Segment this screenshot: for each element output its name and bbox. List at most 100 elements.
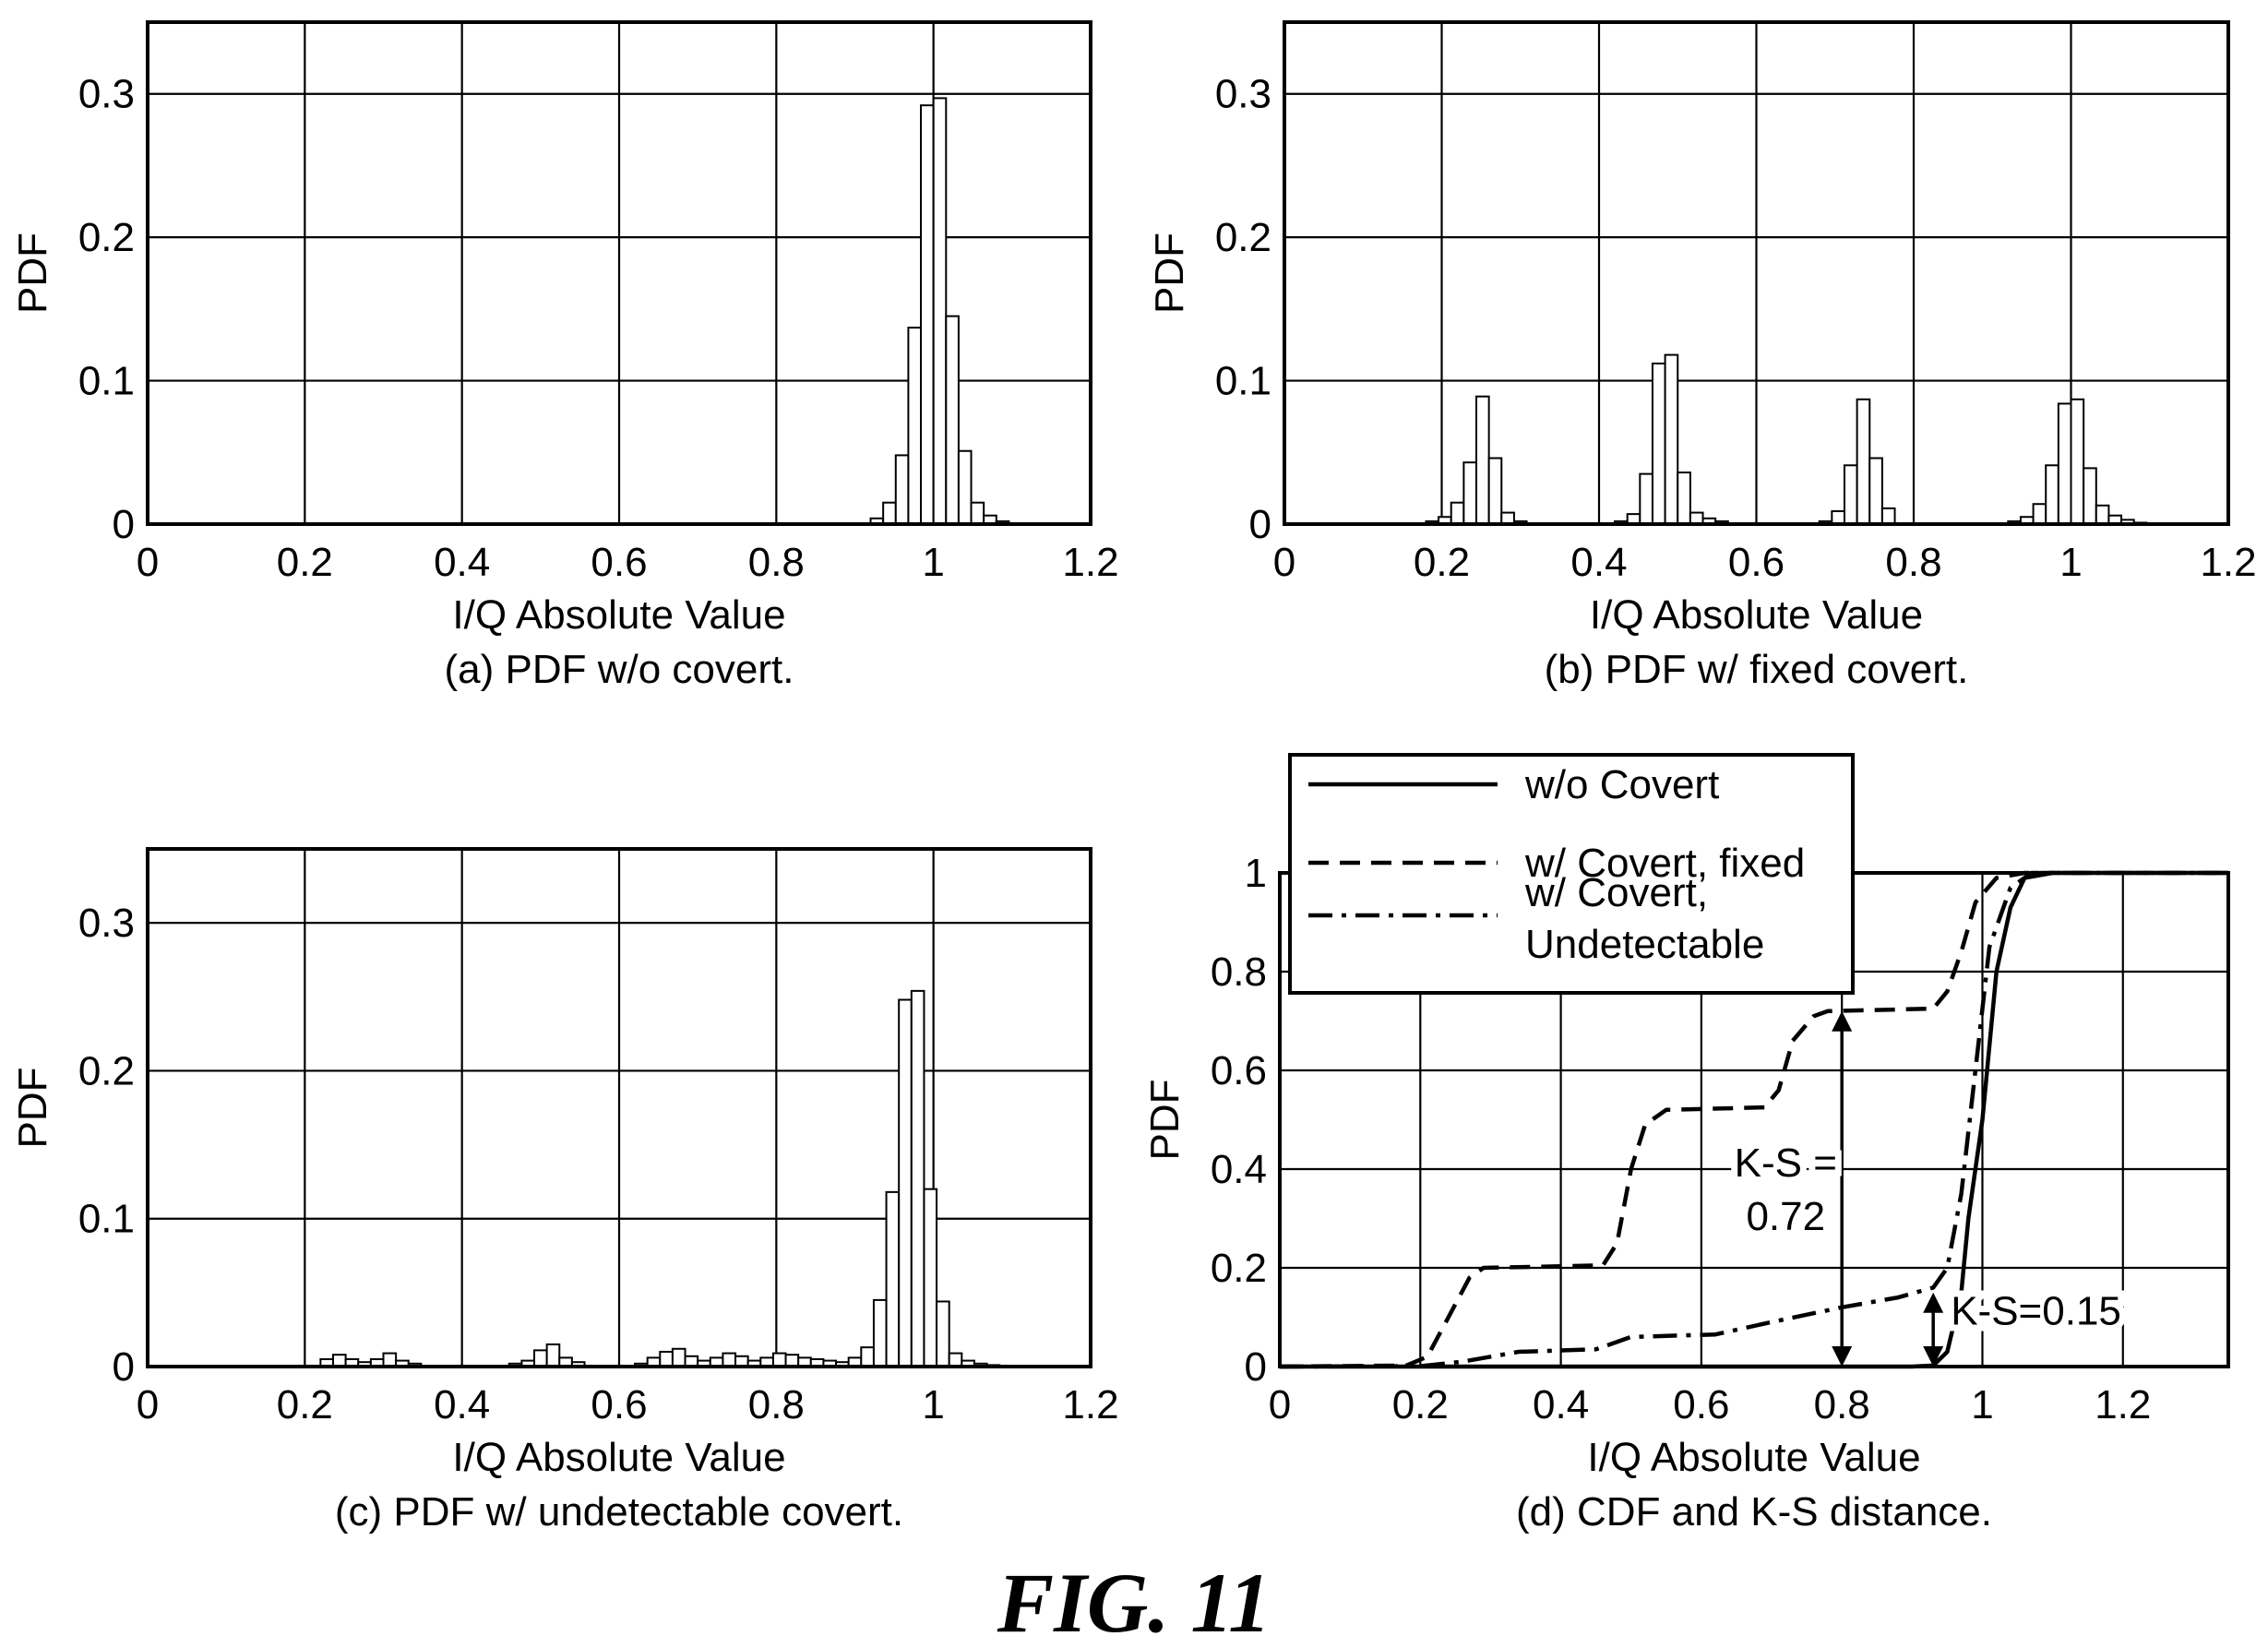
chart-a-x-tick-label: 0.2 xyxy=(277,540,333,585)
panel-d-cdf-plot: 0 0.2 0.4 0.6 0.8 1 1.2 0 0.2 0.4 0.6 0.8 1 I/Q Absol… xyxy=(1142,753,2230,1535)
histogram-bar xyxy=(1831,510,1845,525)
chart-d-x-tick-label: 0.4 xyxy=(1533,1382,1589,1427)
chart-a-y-tick-label: 0.3 xyxy=(78,72,135,117)
ks-arrow-head-down xyxy=(1923,1346,1944,1367)
chart-b-x-tick-label: 0 xyxy=(1273,540,1295,585)
chart-d-x-tick-label: 0.2 xyxy=(1392,1382,1449,1427)
histogram-bar xyxy=(659,1350,674,1368)
chart-b-y-axis-label: PDF xyxy=(1147,233,1192,314)
chart-b-x-tick-label: 0.2 xyxy=(1414,540,1470,585)
legend-label: w/ Covert, fixed xyxy=(1524,841,1805,886)
chart-a-x-axis-label: I/Q Absolute Value xyxy=(452,592,785,638)
histogram-bar xyxy=(948,1352,963,1368)
chart-b-caption: (b) PDF w/ fixed covert. xyxy=(1545,647,1969,692)
chart-b-y-tick-label: 0.1 xyxy=(1215,359,1271,404)
chart-a-x-tick-label: 0.8 xyxy=(748,540,805,585)
histogram-bar xyxy=(920,104,935,526)
histogram-bar xyxy=(936,1300,950,1367)
chart-d-y-tick-label: 1 xyxy=(1245,851,1267,896)
chart-c-x-tick-label: 0.4 xyxy=(434,1382,490,1427)
chart-d-x-tick-label: 0.8 xyxy=(1814,1382,1870,1427)
histogram-bar xyxy=(1868,457,1883,526)
chart-a-y-tick-label: 0 xyxy=(113,502,135,547)
histogram-bar xyxy=(907,327,923,526)
chart-c-y-axis-label: PDF xyxy=(10,1068,55,1149)
histogram-bar xyxy=(2083,467,2097,525)
legend-label: w/ Covert, Undetectable xyxy=(1524,870,1764,967)
panel-c-histogram: 0 0.2 0.4 0.6 0.8 1 1.2 0 0.1 0.2 0.3 I/Q Absolute … xyxy=(10,847,1119,1535)
chart-c-plot-frame xyxy=(146,847,1092,1368)
legend-label: w/o Covert xyxy=(1524,762,1719,807)
chart-c-x-tick-label: 0 xyxy=(137,1382,159,1427)
chart-d-caption: (d) CDF and K-S distance. xyxy=(1516,1489,1992,1535)
chart-c-x-tick-label: 1.2 xyxy=(1062,1382,1118,1427)
chart-a-plot-frame xyxy=(146,20,1092,526)
chart-c-x-axis-label: I/Q Absolute Value xyxy=(452,1435,785,1480)
histogram-bar xyxy=(882,501,897,526)
histogram-bar xyxy=(1856,398,1871,525)
chart-d-x-axis-label: I/Q Absolute Value xyxy=(1587,1435,1920,1480)
histogram-bar xyxy=(2057,402,2072,525)
histogram-bar xyxy=(722,1352,737,1368)
histogram-bar xyxy=(970,501,985,526)
chart-d-y-tick-label: 0.8 xyxy=(1211,949,1267,995)
histogram-bar xyxy=(1487,457,1503,526)
histogram-bar xyxy=(1475,395,1490,525)
histogram-bar xyxy=(945,315,960,525)
histogram-bar xyxy=(872,1298,888,1368)
ks-label-undetectable: K-S=0.15 xyxy=(1951,1289,2121,1334)
chart-a-caption: (a) PDF w/o covert. xyxy=(445,647,794,692)
legend-box xyxy=(1288,753,1855,995)
cdf-line-dashed xyxy=(1279,870,2228,1369)
ks-arrow-head-down xyxy=(1832,1346,1853,1367)
chart-a-x-tick-label: 1.2 xyxy=(1062,540,1118,585)
histogram-bar xyxy=(1450,501,1465,526)
chart-b-x-tick-label: 0.8 xyxy=(1885,540,1941,585)
chart-c-caption: (c) PDF w/ undetectable covert. xyxy=(335,1489,903,1535)
histogram-bar xyxy=(1880,507,1896,525)
histogram-bar xyxy=(545,1343,561,1368)
ks-label-fixed: K-S = xyxy=(1735,1140,1837,1186)
histogram-bar xyxy=(910,989,925,1367)
histogram-bar xyxy=(932,97,948,526)
histogram-bar xyxy=(382,1352,398,1368)
panel-b-histogram: 0 0.2 0.4 0.6 0.8 1 1.2 0 0.1 0.2 0.3 I/Q Absolute … xyxy=(1147,20,2257,692)
chart-a-x-tick-label: 0 xyxy=(137,540,159,585)
histogram-bar xyxy=(885,1190,901,1368)
histogram-bar xyxy=(1651,362,1666,526)
chart-a-y-tick-label: 0.2 xyxy=(78,215,135,260)
chart-d-x-tick-label: 0.6 xyxy=(1673,1382,1729,1427)
ks-arrow-head-up xyxy=(1832,1010,1853,1032)
histogram-bar xyxy=(898,998,913,1368)
chart-a-x-tick-label: 1 xyxy=(922,540,944,585)
chart-d-y-axis-label: PDF xyxy=(1142,1080,1188,1161)
chart-a-x-tick-label: 0.4 xyxy=(434,540,490,585)
chart-d-x-tick-label: 1 xyxy=(1971,1382,1993,1427)
histogram-bar xyxy=(2045,464,2059,526)
chart-a-x-tick-label: 0.6 xyxy=(591,540,647,585)
histogram-bar xyxy=(771,1352,787,1368)
histogram-bar xyxy=(923,1188,938,1367)
chart-a-y-tick-label: 0.1 xyxy=(78,359,135,404)
ks-label-fixed: 0.72 xyxy=(1746,1194,1825,1239)
chart-a-y-axis-label: PDF xyxy=(10,233,55,314)
histogram-bar xyxy=(894,454,910,525)
histogram-bar xyxy=(1677,472,1691,525)
chart-c-y-tick-label: 0.1 xyxy=(78,1197,135,1242)
chart-b-x-axis-label: I/Q Absolute Value xyxy=(1590,592,1923,638)
ks-arrow-head-up xyxy=(1923,1292,1944,1313)
histogram-bar xyxy=(957,449,973,525)
chart-d-y-tick-label: 0.4 xyxy=(1211,1147,1267,1192)
chart-c-x-tick-label: 0.8 xyxy=(748,1382,805,1427)
chart-b-x-tick-label: 0.4 xyxy=(1570,540,1627,585)
chart-d-y-tick-label: 0.6 xyxy=(1211,1048,1267,1093)
histogram-bar xyxy=(2095,504,2110,526)
chart-c-x-tick-label: 1 xyxy=(922,1382,944,1427)
chart-b-plot-frame xyxy=(1283,20,2230,526)
chart-b-x-tick-label: 0.6 xyxy=(1728,540,1785,585)
chart-c-y-tick-label: 0.3 xyxy=(78,901,135,946)
chart-d-y-tick-label: 0.2 xyxy=(1211,1246,1267,1291)
chart-b-x-tick-label: 1 xyxy=(2059,540,2082,585)
histogram-bar xyxy=(860,1346,875,1367)
